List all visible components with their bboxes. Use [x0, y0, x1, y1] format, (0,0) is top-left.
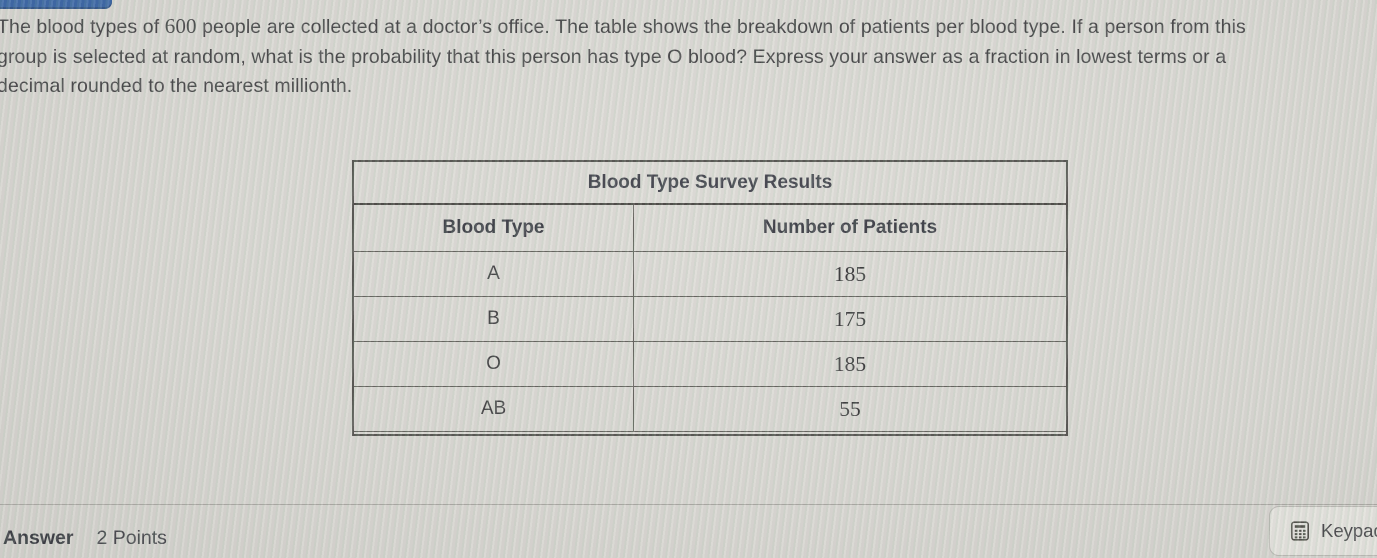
- keypad-icon: [1290, 521, 1309, 541]
- patient-count-cell: 185: [833, 351, 867, 376]
- blood-type-cell: A: [354, 252, 634, 296]
- points-label: 2 Points: [96, 527, 167, 549]
- question-total-number: 600: [164, 14, 197, 38]
- patient-count-cell: 175: [833, 306, 867, 331]
- keypad-button[interactable]: Keypad: [1269, 506, 1377, 556]
- answer-section-header: Answer 2 Points: [3, 527, 167, 550]
- partial-blue-tab[interactable]: [0, 0, 112, 9]
- footer-divider: [0, 504, 1377, 505]
- question-line-3: decimal rounded to the nearest millionth…: [0, 75, 353, 97]
- patient-count-cell: 55: [839, 396, 861, 421]
- table-row: O 185: [354, 341, 1066, 386]
- table-row: B 175: [354, 296, 1066, 341]
- table-row: AB 55: [354, 386, 1066, 432]
- answer-label: Answer: [3, 527, 74, 549]
- question-line-1: The blood types of 600 people are collec…: [0, 12, 1246, 43]
- table-title: Blood Type Survey Results: [587, 171, 833, 193]
- question-line-2: group is selected at random, what is the…: [0, 45, 1227, 68]
- keypad-button-label: Keypad: [1321, 520, 1377, 541]
- question-line1-pre: The blood types of: [0, 16, 165, 38]
- table-row: A 185: [354, 251, 1066, 296]
- column-header-number-of-patients: Number of Patients: [762, 217, 938, 238]
- table-header-row: Blood Type Number of Patients: [354, 203, 1066, 251]
- question-line1-post: people are collected at a doctor’s offic…: [196, 16, 1246, 38]
- blood-type-cell: AB: [354, 387, 634, 431]
- patient-count-cell: 185: [833, 261, 867, 286]
- blood-type-cell: O: [354, 342, 634, 386]
- column-header-blood-type: Blood Type: [354, 205, 634, 251]
- blood-type-table: Blood Type Survey Results Blood Type Num…: [352, 160, 1068, 436]
- blood-type-cell: B: [354, 297, 634, 341]
- question-text: The blood types of 600 people are collec…: [0, 12, 1246, 102]
